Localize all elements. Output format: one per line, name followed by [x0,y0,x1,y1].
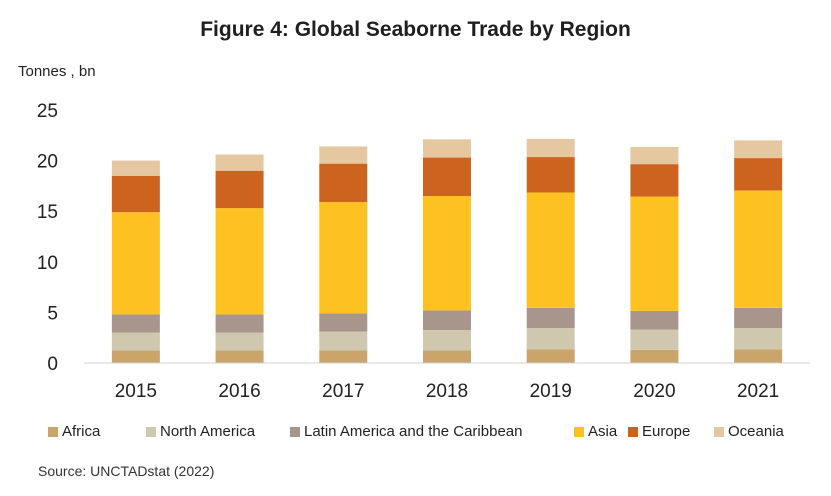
chart-title: Figure 4: Global Seaborne Trade by Regio… [200,18,631,41]
legend-swatch [714,427,724,437]
bar-segment [734,328,783,350]
bar-segment [111,314,160,333]
bar-segment [423,310,471,331]
bar-segment [630,196,679,311]
y-tick-label: 0 [47,354,58,375]
legend-swatch [48,427,58,437]
bar-segment [319,350,368,363]
y-tick-label: 5 [47,303,58,324]
y-tick-label: 15 [37,202,58,223]
bar-segment [423,139,471,158]
legend-swatch [290,427,300,437]
bar-segment [423,330,471,351]
bar-segment [526,349,575,363]
x-tick-label: 2020 [633,381,675,402]
bar-segment [319,163,368,203]
bar-segment [423,196,471,311]
legend-swatch [574,427,584,437]
legend-label: North America [160,423,256,440]
bar-segment [734,307,783,329]
x-tick-label: 2017 [322,381,364,402]
bar-segment [319,331,368,351]
bar-segment [734,349,783,363]
bar-segment [319,146,368,164]
bar-segment [630,146,679,165]
legend-item: Europe [628,423,690,440]
y-tick-label: 25 [37,101,58,122]
bar-segment [215,332,264,351]
legend-item: Africa [48,423,100,440]
plot-area: 0 5 10 15 20 25 2015 2016 2017 2018 2019 2020 2021 [37,101,810,402]
bar-segment [526,138,575,158]
y-tick-label: 20 [37,152,58,173]
bar-segment [215,314,264,333]
bar-segment [111,350,160,363]
bar-segment [734,158,783,191]
bar-segment [111,212,160,315]
legend-label: Oceania [728,423,784,440]
x-tick-label: 2021 [737,381,779,402]
legend: Africa North America Latin America and the… [48,423,828,443]
bar-segment [630,329,679,350]
bar-segment [111,160,160,176]
bar-segment [630,164,679,197]
bar-segment [630,349,679,363]
bar-segment [215,154,264,171]
bar-segment [215,350,264,363]
source-note: Source: UNCTADstat (2022) [38,463,215,479]
bar-segment [526,328,575,350]
legend-label: Africa [62,423,101,440]
bar-segment [734,190,783,308]
legend-item: North America [146,423,255,440]
legend-item: Latin America and the Caribbean [290,423,522,440]
bar-segment [734,140,783,159]
bar-segment [111,175,160,213]
y-tick-label: 10 [37,253,58,274]
legend-item: Asia [574,423,617,440]
bar-segment [319,202,368,314]
bar-segment [526,157,575,193]
bar-segment [215,170,264,209]
bar-segment [630,310,679,330]
bar-segment [215,208,264,315]
legend-label: Latin America and the Caribbean [304,423,523,440]
x-tick-label: 2018 [426,381,468,402]
bar-segment [111,332,160,351]
bar-segment [423,350,471,363]
x-tick-label: 2016 [218,381,260,402]
y-axis-unit-label: Tonnes , bn [18,63,96,80]
x-tick-label: 2019 [530,381,572,402]
legend-label: Asia [588,423,618,440]
legend-label: Europe [642,423,691,440]
bar-segment [526,307,575,329]
x-tick-label: 2015 [115,381,157,402]
legend-swatch [146,427,156,437]
bar-segment [423,157,471,197]
legend-swatch [628,427,638,437]
legend-item: Oceania [714,423,784,440]
bar-segment [526,192,575,308]
bar-segment [319,313,368,332]
